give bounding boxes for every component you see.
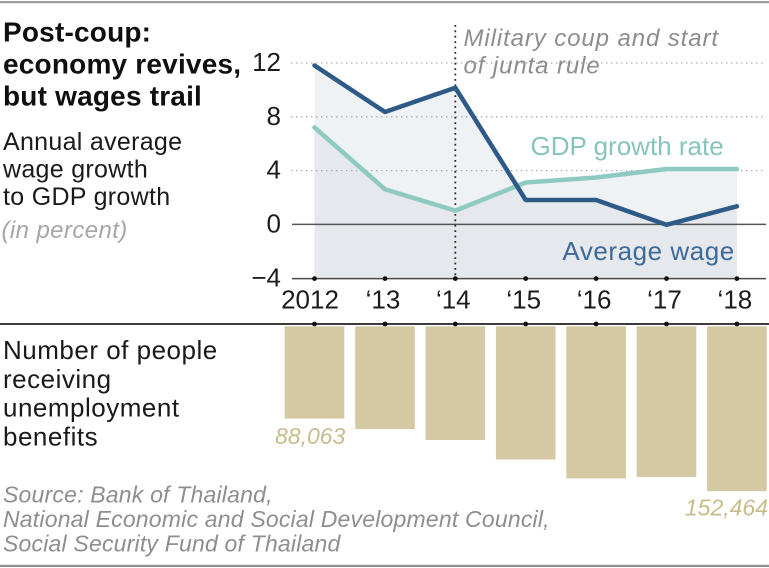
svg-text:(in percent): (in percent) xyxy=(2,217,128,244)
svg-text:but wages trail: but wages trail xyxy=(3,81,202,112)
svg-text:12: 12 xyxy=(252,47,281,77)
svg-text:Source: Bank of Thailand,: Source: Bank of Thailand, xyxy=(3,481,273,507)
svg-text:GDP growth rate: GDP growth rate xyxy=(531,131,724,161)
svg-text:unemployment: unemployment xyxy=(3,393,180,423)
svg-text:‘17: ‘17 xyxy=(647,285,682,315)
svg-text:Annual average: Annual average xyxy=(3,128,182,156)
svg-text:‘18: ‘18 xyxy=(718,285,753,315)
svg-text:0: 0 xyxy=(267,208,281,238)
svg-text:to GDP growth: to GDP growth xyxy=(3,183,170,211)
svg-text:Number of people: Number of people xyxy=(3,335,218,365)
svg-text:‘13: ‘13 xyxy=(366,285,401,315)
svg-text:−4: −4 xyxy=(251,263,281,293)
svg-text:2012: 2012 xyxy=(281,285,339,315)
svg-text:National Economic and Social D: National Economic and Social Development… xyxy=(3,506,550,532)
svg-text:4: 4 xyxy=(267,155,281,185)
svg-text:152,464: 152,464 xyxy=(685,495,768,521)
svg-text:Average wage: Average wage xyxy=(562,236,734,266)
svg-text:receiving: receiving xyxy=(3,364,112,394)
svg-text:Military coup and start: Military coup and start xyxy=(464,25,720,52)
svg-text:economy revives,: economy revives, xyxy=(3,49,241,80)
svg-text:benefits: benefits xyxy=(3,421,98,451)
svg-text:wage growth: wage growth xyxy=(2,156,148,184)
svg-text:‘16: ‘16 xyxy=(577,285,612,315)
svg-text:‘14: ‘14 xyxy=(436,285,471,315)
svg-text:Post-coup:: Post-coup: xyxy=(3,17,151,48)
svg-text:of junta rule: of junta rule xyxy=(464,53,601,80)
svg-text:Social Security Fund of Thaila: Social Security Fund of Thailand xyxy=(3,531,342,557)
svg-text:8: 8 xyxy=(267,101,281,131)
svg-text:‘15: ‘15 xyxy=(506,285,541,315)
svg-text:88,063: 88,063 xyxy=(275,423,346,449)
